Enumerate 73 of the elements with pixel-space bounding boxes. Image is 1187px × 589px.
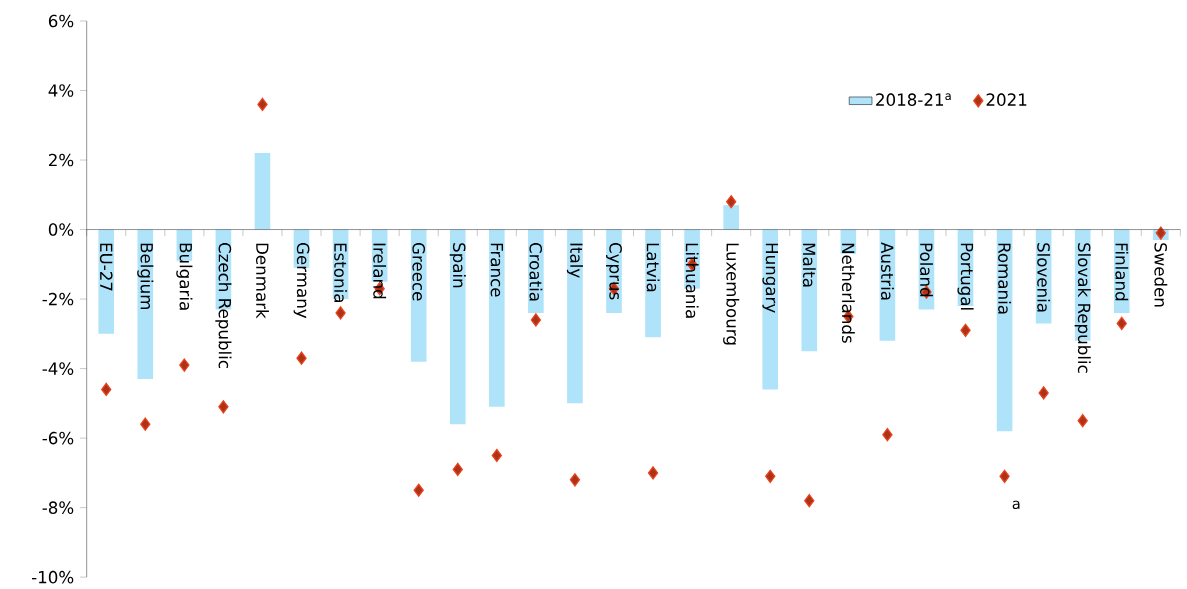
x-tick-label: Finland: [1115, 243, 1129, 301]
x-tick-label: Romania: [998, 243, 1012, 314]
x-tick-label: Malta: [802, 243, 816, 287]
bar: [137, 229, 154, 380]
bar: [410, 229, 427, 362]
x-tick-label: Cyprus: [606, 242, 622, 300]
point: [1116, 316, 1127, 331]
y-tick-label: -4%: [42, 362, 74, 375]
y-tick-label: -8%: [42, 501, 74, 514]
y-tick-label: -2%: [42, 292, 74, 306]
point: [804, 494, 815, 508]
y-tick-label: -10%: [31, 570, 74, 584]
point: [335, 306, 346, 320]
x-tick-label: Slovenia: [1037, 243, 1051, 312]
x-tick-label: Latvia: [646, 243, 660, 292]
x-tick-label: France: [490, 243, 504, 297]
bar: [645, 229, 661, 338]
point: [647, 466, 659, 480]
point: [882, 427, 893, 442]
point: [999, 469, 1010, 484]
point: [530, 313, 542, 327]
bar: [254, 153, 271, 230]
x-tick-label: Ireland: [373, 243, 387, 299]
point: [140, 417, 151, 431]
x-tick-label: Austria: [880, 242, 894, 300]
x-tick-label: Netherlands: [841, 243, 855, 343]
x-tick-label: Denmark: [256, 243, 269, 319]
bar: [762, 229, 779, 390]
bar: [801, 229, 818, 352]
point: [179, 358, 190, 372]
point: [1038, 386, 1049, 400]
y-tick-label: -6%: [42, 431, 74, 445]
x-tick-label: Hungary: [762, 243, 779, 313]
x-tick-label: Sweden: [1154, 243, 1168, 307]
bar: [98, 229, 115, 334]
x-tick-label: Czech Republic: [215, 242, 232, 368]
x-tick-label: EU-27: [99, 243, 113, 291]
y-tick-label: 0%: [48, 223, 74, 236]
bar: [567, 229, 583, 404]
x-tick-label: Greece: [412, 242, 426, 301]
x-tick-label: Lithuania: [685, 243, 699, 318]
x-tick-label: Bulgaria: [176, 243, 193, 310]
x-tick-label: Italy: [566, 243, 584, 278]
point: [296, 351, 307, 365]
point: [452, 462, 463, 477]
annotation: a: [1012, 500, 1020, 510]
point: [257, 97, 268, 112]
x-tick-label: Slovak Republic: [1074, 243, 1091, 373]
point: [726, 195, 737, 209]
y-tick-label: 2%: [48, 153, 74, 167]
y-tick-label: 6%: [48, 14, 74, 28]
legend-label: 2018-21$^{a}$: [876, 93, 951, 106]
x-tick-label: Estonia: [334, 243, 348, 302]
y-tick-label: 4%: [48, 84, 74, 97]
x-tick-label: Germany: [293, 242, 310, 319]
point: [101, 382, 112, 397]
bar: [723, 205, 739, 230]
x-tick-label: Spain: [449, 243, 466, 288]
x-tick-label: Croatia: [529, 242, 543, 301]
point: [413, 483, 424, 497]
x-tick-label: Portugal: [957, 243, 974, 310]
x-tick-label: Belgium: [137, 243, 154, 309]
point: [491, 448, 502, 463]
point: [960, 323, 971, 338]
point: [765, 469, 776, 484]
point: [218, 400, 229, 414]
bar: [449, 229, 466, 425]
point: [569, 473, 581, 487]
x-tick-label: Luxembourg: [723, 243, 740, 345]
x-tick-label: Poland: [920, 243, 933, 297]
bar: [489, 229, 505, 407]
point: [1077, 414, 1088, 428]
legend-label: 2021: [986, 93, 1027, 106]
